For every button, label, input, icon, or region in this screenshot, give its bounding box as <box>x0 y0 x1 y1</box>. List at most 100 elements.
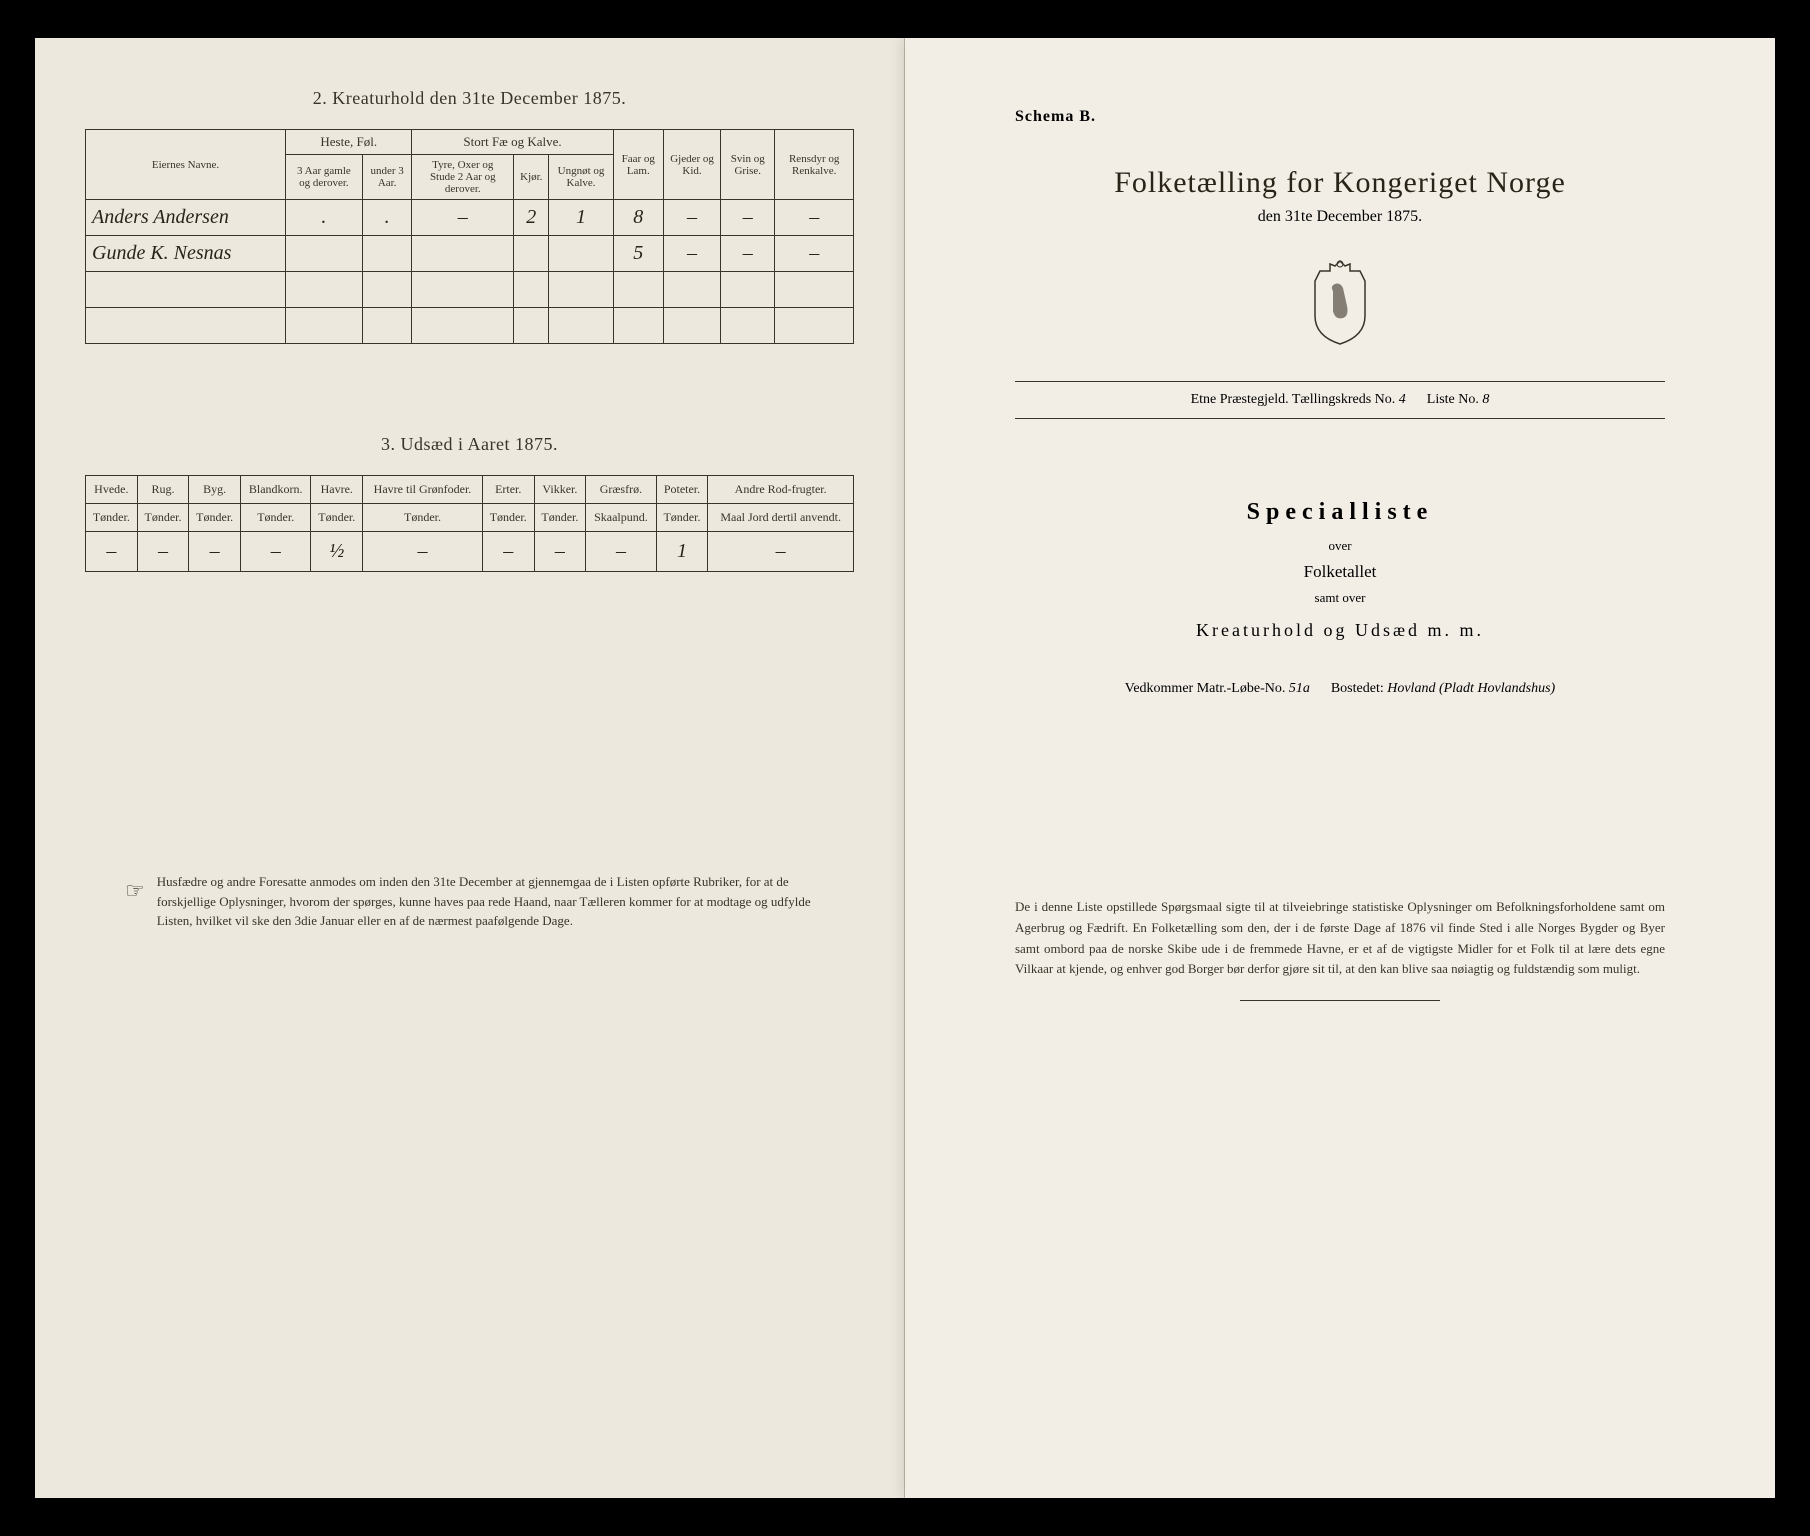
cell: – <box>534 532 586 572</box>
matr-label2: Bostedet: <box>1331 681 1384 696</box>
unit: Tønder. <box>656 504 708 532</box>
col-heste: Heste, Føl. <box>286 130 412 155</box>
schema-label: Schema B. <box>1015 108 1725 126</box>
main-title: Folketælling for Kongeriget Norge <box>955 166 1725 200</box>
cell: – <box>137 532 189 572</box>
col-gjeder: Gjeder og Kid. <box>663 130 720 200</box>
col-ren: Rensdyr og Renkalve. <box>775 130 854 200</box>
admin-prefix: Etne Præstegjeld. Tællingskreds No. <box>1191 392 1396 407</box>
col-stort: Stort Fæ og Kalve. <box>412 130 613 155</box>
col-name: Eiernes Navne. <box>86 130 286 200</box>
col: Erter. <box>482 476 534 504</box>
subtitle: den 31te December 1875. <box>955 208 1725 226</box>
kreatur-line: Kreaturhold og Udsæd m. m. <box>955 620 1725 641</box>
cell: – <box>586 532 656 572</box>
kreds-no: 4 <box>1399 392 1406 407</box>
footer-rule <box>1240 1000 1440 1001</box>
col: Havre til Grønfoder. <box>363 476 483 504</box>
unit: Tønder. <box>137 504 189 532</box>
cell: – <box>482 532 534 572</box>
bosted: Hovland (Pladt Hovlandshus) <box>1387 681 1555 696</box>
cell: – <box>663 200 720 236</box>
samt-label: samt over <box>955 590 1725 606</box>
cell: – <box>775 200 854 236</box>
note-text: Husfædre og andre Foresatte anmodes om i… <box>157 872 814 931</box>
specialliste-title: Specialliste <box>955 499 1725 526</box>
document-scan: 2. Kreaturhold den 31te December 1875. E… <box>35 38 1775 1498</box>
pointing-hand-icon: ☞ <box>125 874 145 931</box>
cell: . <box>362 200 412 236</box>
table-row: – – – – ½ – – – – 1 – <box>86 532 854 572</box>
matr-label1: Vedkommer Matr.-Løbe-No. <box>1125 681 1286 696</box>
cell <box>412 236 514 272</box>
cell: – <box>775 236 854 272</box>
cell <box>549 236 613 272</box>
cell: – <box>412 200 514 236</box>
udsaed-table: Hvede. Rug. Byg. Blandkorn. Havre. Havre… <box>85 475 854 572</box>
table2-head2: Tønder. Tønder. Tønder. Tønder. Tønder. … <box>86 504 854 532</box>
row-name: Anders Andersen <box>86 200 286 236</box>
table-row <box>86 308 854 344</box>
cell: 5 <box>613 236 663 272</box>
cell: – <box>721 200 775 236</box>
col-stort3: Ungnøt og Kalve. <box>549 155 613 200</box>
col-svin: Svin og Grise. <box>721 130 775 200</box>
unit: Tønder. <box>311 504 363 532</box>
cell: – <box>663 236 720 272</box>
cell: 1 <box>549 200 613 236</box>
unit: Tønder. <box>241 504 311 532</box>
cell: – <box>363 532 483 572</box>
cell: – <box>708 532 854 572</box>
table1-body: Anders Andersen . . – 2 1 8 – – – Gunde … <box>86 200 854 344</box>
liste-no: 8 <box>1482 392 1489 407</box>
unit: Tønder. <box>534 504 586 532</box>
cell: 2 <box>514 200 549 236</box>
col: Poteter. <box>656 476 708 504</box>
right-footer-text: De i denne Liste opstillede Spørgsmaal s… <box>955 897 1725 980</box>
section2-title: 2. Kreaturhold den 31te December 1875. <box>85 88 854 109</box>
cell: . <box>286 200 363 236</box>
cell: ½ <box>311 532 363 572</box>
admin-line: Etne Præstegjeld. Tællingskreds No. 4 Li… <box>1015 381 1665 419</box>
col: Græsfrø. <box>586 476 656 504</box>
cell: 1 <box>656 532 708 572</box>
col: Hvede. <box>86 476 138 504</box>
cell <box>286 236 363 272</box>
table2-head1: Hvede. Rug. Byg. Blandkorn. Havre. Havre… <box>86 476 854 504</box>
matr-no: 51a <box>1289 681 1310 696</box>
cell: – <box>241 532 311 572</box>
table-row <box>86 272 854 308</box>
col-heste1: 3 Aar gamle og derover. <box>286 155 363 200</box>
cell: 8 <box>613 200 663 236</box>
unit: Tønder. <box>482 504 534 532</box>
matr-line: Vedkommer Matr.-Løbe-No. 51a Bostedet: H… <box>955 681 1725 697</box>
col-stort2: Kjør. <box>514 155 549 200</box>
col-heste2: under 3 Aar. <box>362 155 412 200</box>
col: Blandkorn. <box>241 476 311 504</box>
table-row: Anders Andersen . . – 2 1 8 – – – <box>86 200 854 236</box>
table-row: Gunde K. Nesnas 5 – – – <box>86 236 854 272</box>
col: Havre. <box>311 476 363 504</box>
col: Andre Rod-frugter. <box>708 476 854 504</box>
unit: Skaalpund. <box>586 504 656 532</box>
right-page: Schema B. Folketælling for Kongeriget No… <box>905 38 1775 1498</box>
unit: Tønder. <box>189 504 241 532</box>
footer-note: ☞ Husfædre og andre Foresatte anmodes om… <box>85 872 854 931</box>
row-name: Gunde K. Nesnas <box>86 236 286 272</box>
col-stort1: Tyre, Oxer og Stude 2 Aar og derover. <box>412 155 514 200</box>
cell <box>362 236 412 272</box>
col: Vikker. <box>534 476 586 504</box>
coat-of-arms-icon <box>955 256 1725 351</box>
liste-label: Liste No. <box>1427 392 1479 407</box>
cell: – <box>86 532 138 572</box>
cell: – <box>721 236 775 272</box>
over-label: over <box>955 538 1725 554</box>
cell: – <box>189 532 241 572</box>
kreaturhold-table: Eiernes Navne. Heste, Føl. Stort Fæ og K… <box>85 129 854 344</box>
folketallet-label: Folketallet <box>955 562 1725 582</box>
unit: Tønder. <box>86 504 138 532</box>
col: Byg. <box>189 476 241 504</box>
unit: Maal Jord dertil anvendt. <box>708 504 854 532</box>
unit: Tønder. <box>363 504 483 532</box>
cell <box>514 236 549 272</box>
